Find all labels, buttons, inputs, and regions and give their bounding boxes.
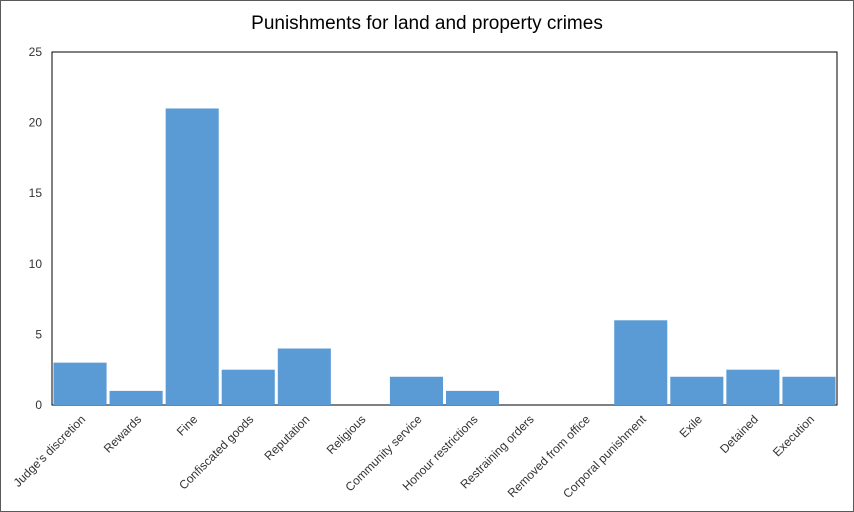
- bar: [109, 390, 163, 405]
- bar: [221, 369, 275, 405]
- x-axis: Judge's discretion Rewards FineConfiscated…: [11, 412, 817, 501]
- chart-title: Punishments for land and property crimes: [251, 13, 603, 34]
- bar: [782, 376, 836, 405]
- bar: [446, 390, 500, 405]
- y-tick-label: 0: [35, 398, 42, 412]
- x-tick-label: Rewards: [101, 412, 144, 455]
- x-tick-label: Execution: [770, 412, 817, 459]
- y-axis: 0 5 10 15 20 25: [29, 45, 43, 412]
- x-tick-label: Religious: [324, 412, 369, 457]
- y-tick-label: 25: [29, 45, 43, 59]
- x-tick-label: Fine: [174, 412, 201, 439]
- y-tick-label: 5: [35, 327, 42, 341]
- x-tick-label: Detained: [717, 412, 761, 456]
- x-tick-label: Reputation: [261, 412, 312, 463]
- y-tick-label: 15: [29, 186, 43, 200]
- y-tick-label: 10: [29, 257, 43, 271]
- bar: [53, 362, 107, 405]
- x-tick-label: Exile: [677, 412, 706, 441]
- bar: [670, 376, 724, 405]
- bar: [614, 320, 668, 405]
- bar: [277, 348, 331, 405]
- x-tick-label: Judge's discretion: [11, 412, 89, 490]
- plot-area: [51, 51, 838, 406]
- bars: [53, 108, 836, 405]
- bar: [726, 369, 780, 405]
- bar: [165, 108, 219, 405]
- bar: [389, 376, 443, 405]
- y-tick-label: 20: [29, 116, 43, 130]
